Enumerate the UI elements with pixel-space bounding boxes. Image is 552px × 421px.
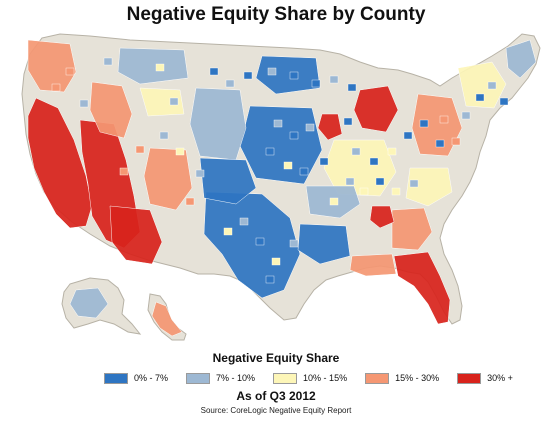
county-region-13	[457, 61, 507, 109]
legend-swatch-30-plus	[457, 372, 482, 384]
county-speck-5	[311, 79, 321, 88]
county-speck-31	[375, 177, 385, 186]
county-speck-37	[475, 93, 485, 102]
legend-item-10-15: 10% - 15%	[273, 372, 348, 384]
legend-label-7-10: 7% - 10%	[216, 373, 256, 383]
county-speck-6	[329, 75, 339, 84]
county-speck-10	[305, 123, 315, 132]
county-speck-49	[103, 57, 113, 66]
county-region-14	[505, 39, 537, 79]
county-speck-0	[209, 67, 219, 76]
county-speck-40	[119, 167, 129, 176]
legend-label-10-15: 10% - 15%	[303, 373, 348, 383]
county-speck-47	[51, 83, 61, 92]
county-speck-33	[409, 179, 419, 188]
county-speck-50	[155, 63, 165, 72]
county-region-17	[189, 87, 247, 161]
county-speck-30	[359, 187, 369, 196]
county-speck-14	[319, 157, 329, 166]
county-speck-9	[289, 131, 299, 140]
county-speck-8	[273, 119, 283, 128]
county-speck-36	[461, 111, 471, 120]
county-speck-2	[243, 71, 253, 80]
county-speck-24	[255, 237, 265, 246]
county-region-26	[69, 287, 109, 319]
county-region-12	[369, 205, 395, 229]
legend-title: Negative Equity Share	[212, 351, 340, 365]
county-region-21	[405, 167, 453, 207]
county-speck-21	[435, 139, 445, 148]
county-region-22	[117, 47, 189, 85]
county-region-27	[151, 301, 183, 337]
legend-item-7-10: 7% - 10%	[186, 372, 256, 384]
county-speck-15	[343, 117, 353, 126]
legend-swatch-10-15	[273, 372, 298, 384]
county-speck-16	[351, 147, 361, 156]
county-speck-48	[79, 99, 89, 108]
county-fills-layer	[27, 39, 537, 337]
legend-swatch-0-7	[104, 372, 128, 384]
county-region-7	[349, 253, 397, 277]
county-speck-51	[169, 97, 179, 106]
county-speck-27	[265, 275, 275, 284]
county-speck-44	[195, 169, 205, 178]
county-speck-25	[271, 257, 281, 266]
county-speck-26	[289, 239, 299, 248]
map-canvas	[21, 33, 541, 341]
legend-label-15-30: 15% - 30%	[395, 373, 440, 383]
county-region-6	[393, 251, 451, 325]
county-speck-18	[387, 147, 397, 156]
legend-label-30-plus: 30% +	[487, 373, 513, 383]
legend-item-15-30: 15% - 30%	[365, 372, 440, 384]
map-title: Negative Equity Share by County	[126, 4, 426, 25]
county-speck-42	[159, 131, 169, 140]
county-region-24	[255, 55, 321, 95]
county-region-15	[203, 191, 301, 299]
county-region-3	[27, 39, 77, 93]
county-speck-20	[419, 119, 429, 128]
county-speck-22	[223, 227, 233, 236]
legend-swatch-7-10	[186, 372, 211, 384]
county-speck-41	[135, 145, 145, 154]
legend-swatch-15-30	[365, 372, 390, 384]
county-region-2	[109, 205, 163, 265]
county-region-0	[27, 97, 93, 229]
county-region-5	[143, 147, 193, 211]
county-speck-12	[283, 161, 293, 170]
county-speck-32	[391, 187, 401, 196]
legend: 0% - 7% 7% - 10% 10% - 15% 15% - 30% 30%…	[104, 371, 531, 385]
county-speck-11	[265, 147, 275, 156]
source-note: Source: CoreLogic Negative Equity Report	[200, 406, 352, 415]
county-speck-35	[451, 137, 461, 146]
county-speck-28	[329, 197, 339, 206]
county-region-10	[411, 93, 463, 157]
date-label: As of Q3 2012	[236, 389, 316, 403]
county-region-11	[317, 113, 343, 141]
county-speck-46	[65, 67, 75, 76]
county-speck-7	[347, 83, 357, 92]
county-speck-45	[185, 197, 195, 206]
legend-label-0-7: 0% - 7%	[134, 373, 169, 383]
county-region-8	[391, 207, 433, 251]
choropleth-map	[0, 28, 552, 346]
county-speck-38	[487, 81, 497, 90]
county-speck-43	[175, 147, 185, 156]
county-region-25	[297, 223, 351, 265]
county-speck-13	[299, 167, 309, 176]
county-speck-1	[225, 79, 235, 88]
county-speck-4	[289, 71, 299, 80]
county-speck-3	[267, 67, 277, 76]
county-speck-19	[403, 131, 413, 140]
county-region-18	[199, 157, 257, 205]
legend-item-0-7: 0% - 7%	[104, 372, 169, 384]
county-speck-29	[345, 177, 355, 186]
county-speck-39	[499, 97, 509, 106]
county-region-23	[139, 87, 185, 117]
county-region-4	[89, 81, 133, 139]
legend-item-30-plus: 30% +	[457, 372, 513, 384]
county-speck-17	[369, 157, 379, 166]
county-speck-23	[239, 217, 249, 226]
county-speck-34	[439, 115, 449, 124]
county-region-9	[353, 85, 399, 133]
